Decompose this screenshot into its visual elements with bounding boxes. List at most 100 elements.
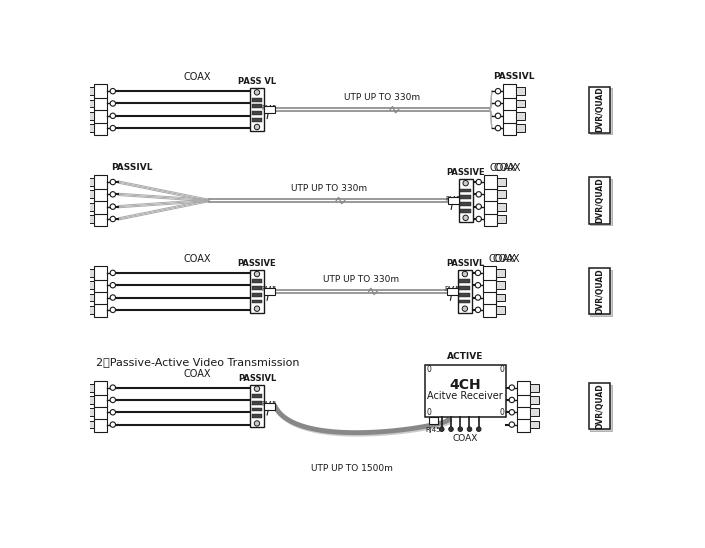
Bar	[94, 175, 106, 189]
Bar	[484, 199, 497, 214]
Bar	[94, 266, 106, 280]
Bar	[252, 293, 262, 297]
Bar	[460, 293, 470, 297]
Bar	[250, 88, 264, 131]
Circle shape	[458, 427, 462, 431]
Bar	[448, 197, 459, 204]
Circle shape	[110, 422, 116, 427]
Polygon shape	[86, 100, 94, 107]
Circle shape	[463, 215, 468, 220]
Circle shape	[110, 307, 116, 312]
Circle shape	[509, 409, 515, 415]
Bar	[252, 408, 262, 412]
Bar	[517, 393, 530, 407]
Polygon shape	[496, 306, 505, 314]
Bar	[484, 175, 497, 189]
Circle shape	[509, 397, 515, 403]
Bar	[517, 381, 530, 395]
Polygon shape	[496, 281, 505, 289]
Text: PASSIVL: PASSIVL	[446, 259, 484, 268]
Bar	[484, 303, 496, 317]
Circle shape	[496, 125, 501, 131]
Bar	[484, 212, 497, 226]
Bar	[252, 98, 262, 101]
Bar	[590, 270, 612, 316]
Circle shape	[255, 386, 259, 391]
Polygon shape	[530, 384, 539, 391]
Circle shape	[477, 427, 481, 431]
Polygon shape	[86, 421, 94, 429]
Polygon shape	[86, 269, 94, 277]
Polygon shape	[516, 87, 525, 95]
Bar	[252, 394, 262, 398]
Bar	[460, 209, 471, 213]
Bar	[589, 87, 611, 133]
Text: PASS VL: PASS VL	[238, 77, 276, 86]
Circle shape	[496, 101, 501, 106]
Circle shape	[110, 113, 116, 118]
Text: COAX: COAX	[184, 72, 211, 82]
Text: PASSIVE: PASSIVE	[446, 168, 485, 177]
Bar	[94, 303, 106, 317]
Polygon shape	[530, 421, 539, 429]
Circle shape	[463, 180, 468, 186]
Bar	[94, 199, 106, 214]
Text: ACTIVE: ACTIVE	[447, 352, 484, 362]
Circle shape	[476, 192, 482, 197]
Bar	[94, 393, 106, 407]
Bar	[94, 290, 106, 305]
Text: RJ45: RJ45	[445, 287, 460, 293]
Bar	[264, 403, 275, 409]
Bar	[94, 84, 106, 98]
Circle shape	[462, 306, 467, 311]
Text: RJ45: RJ45	[262, 287, 277, 293]
Bar	[94, 121, 106, 135]
Text: COAX: COAX	[493, 254, 520, 264]
Circle shape	[476, 204, 482, 209]
Circle shape	[110, 88, 116, 94]
Bar	[94, 187, 106, 201]
Bar	[484, 187, 497, 201]
Circle shape	[110, 101, 116, 106]
Polygon shape	[86, 203, 94, 210]
Text: UTP UP TO 1500m: UTP UP TO 1500m	[311, 464, 393, 473]
Text: DVR/QUAD: DVR/QUAD	[595, 178, 604, 224]
Text: DVR/QUAD: DVR/QUAD	[595, 87, 604, 133]
Bar	[94, 381, 106, 395]
Bar	[503, 109, 516, 123]
Bar	[94, 406, 106, 419]
Text: 0: 0	[427, 408, 431, 417]
Circle shape	[462, 271, 467, 277]
Polygon shape	[516, 112, 525, 119]
Polygon shape	[86, 408, 94, 416]
Polygon shape	[496, 269, 505, 277]
Text: COAX: COAX	[184, 254, 211, 264]
Bar	[264, 106, 275, 113]
Polygon shape	[86, 112, 94, 119]
Circle shape	[496, 88, 501, 94]
Polygon shape	[530, 396, 539, 404]
Polygon shape	[516, 124, 525, 132]
Circle shape	[255, 421, 259, 426]
Circle shape	[496, 113, 501, 118]
Circle shape	[475, 307, 481, 312]
Bar	[252, 286, 262, 290]
Circle shape	[467, 427, 472, 431]
Text: PASSIVL: PASSIVL	[111, 163, 153, 172]
Bar	[252, 105, 262, 109]
Polygon shape	[530, 408, 539, 416]
Bar	[94, 278, 106, 292]
Text: RJ45: RJ45	[262, 401, 277, 407]
Text: DVR/QUAD: DVR/QUAD	[595, 383, 604, 429]
Polygon shape	[86, 191, 94, 198]
Text: UTP UP TO 330m: UTP UP TO 330m	[323, 275, 399, 284]
Bar	[460, 300, 470, 304]
Circle shape	[475, 283, 481, 288]
Bar	[250, 270, 264, 312]
Circle shape	[255, 124, 259, 130]
Circle shape	[110, 270, 116, 276]
Circle shape	[476, 179, 482, 185]
Circle shape	[509, 422, 515, 427]
Bar	[264, 288, 275, 295]
Text: RJ45: RJ45	[262, 105, 277, 111]
